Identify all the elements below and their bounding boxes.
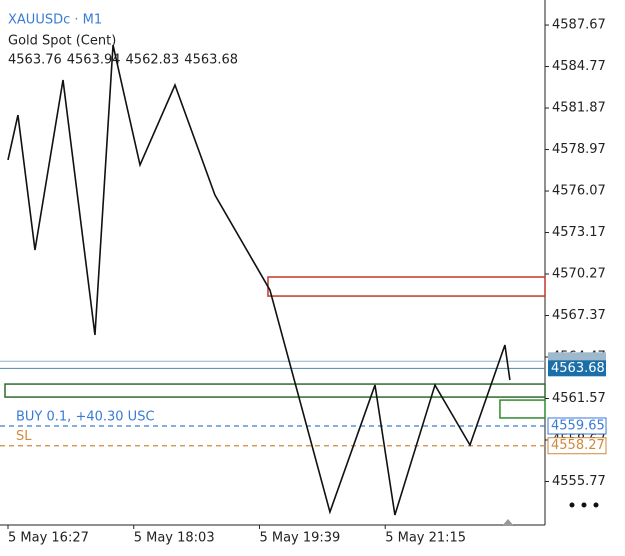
ohlc-value: 4563.94 [67,53,121,68]
y-tick-label: 4584.77 [552,59,606,74]
y-tick-label: 4555.77 [552,474,606,489]
symbol-title: XAUUSDc · M1 [8,13,102,28]
order-price: 4559.65 [551,418,605,433]
more-menu[interactable] [569,502,599,508]
x-tick-label: 5 May 21:15 [385,531,466,546]
order-label: SL [16,429,32,444]
zone [499,399,546,419]
y-tick-label: 4567.37 [552,308,606,323]
ohlc-value: 4562.83 [126,53,180,68]
y-tick-label: 4573.17 [552,225,606,240]
y-tick-label: 4561.57 [552,391,606,406]
ohlc-value: 4563.76 [8,53,62,68]
bid-price: 4563.68 [551,361,605,376]
bid-price-box [548,360,606,377]
order-price: 4558.27 [551,438,605,453]
ohlc-value: 4563.68 [184,53,238,68]
y-tick-label: 4578.97 [552,142,606,157]
y-tick-label: 4570.27 [552,267,606,282]
x-tick-label: 5 May 18:03 [134,531,215,546]
order-price-box [547,437,607,455]
scroll-marker[interactable] [502,519,514,526]
zone [4,383,546,398]
x-tick-label: 5 May 16:27 [8,531,89,546]
y-tick-label: 4581.87 [552,101,606,116]
order-price-box [547,417,607,435]
price-line [7,44,511,516]
order-label: BUY 0.1, +40.30 USC [16,409,155,424]
y-tick-label: 4587.67 [552,18,606,33]
ask-price-box [548,352,606,363]
x-tick-label: 5 May 19:39 [259,531,340,546]
subtitle: Gold Spot (Cent) [8,34,116,49]
y-tick-label: 4576.07 [552,184,606,199]
